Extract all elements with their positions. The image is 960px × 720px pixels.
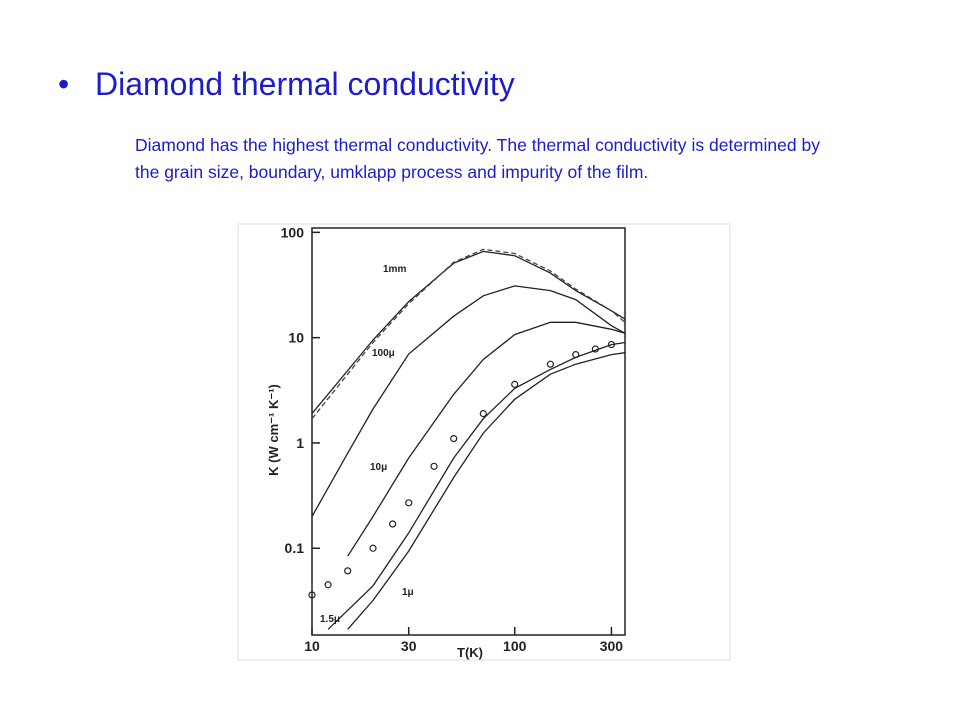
plot-frame (311, 227, 626, 636)
x-tick-label: 100 (503, 638, 527, 654)
curve-label: 10μ (370, 462, 387, 473)
data-point (324, 581, 332, 589)
data-point (389, 520, 397, 528)
x-tick-label: 30 (401, 638, 417, 654)
x-tick-label: 10 (304, 638, 320, 654)
x-tick-label: 300 (600, 638, 624, 654)
data-point (308, 591, 316, 599)
chart-frame (237, 223, 731, 661)
curve-label: 1mm (383, 264, 406, 275)
curve (311, 248, 626, 420)
data-point (369, 544, 377, 552)
y-tick-label: 10 (288, 330, 304, 346)
y-axis-label: K (W cm⁻¹ K⁻¹) (266, 384, 281, 476)
curve (347, 321, 626, 557)
data-point (511, 380, 519, 388)
y-tick-label: 100 (281, 224, 305, 240)
data-point (591, 345, 599, 353)
data-point (430, 462, 438, 470)
data-point (546, 360, 555, 368)
curve-label: 100μ (372, 348, 395, 359)
y-tick-label: 1 (296, 435, 304, 451)
slide-title: Diamond thermal conductivity (95, 66, 515, 102)
data-point (405, 499, 413, 507)
data-point (450, 434, 458, 443)
data-point (344, 567, 352, 575)
slide-body: Diamond has the highest thermal conducti… (135, 135, 820, 182)
curve (311, 285, 626, 517)
bullet-mark: • (58, 66, 70, 102)
curve (311, 250, 626, 415)
y-tick-label: 0.1 (285, 540, 305, 556)
data-point (572, 351, 580, 359)
data-point (479, 409, 487, 418)
x-axis-label: T(K) (457, 645, 483, 660)
data-point (607, 340, 616, 349)
curve-label: 1μ (402, 587, 414, 598)
curve-label: 1.5μ (320, 614, 340, 625)
curve (347, 352, 626, 630)
